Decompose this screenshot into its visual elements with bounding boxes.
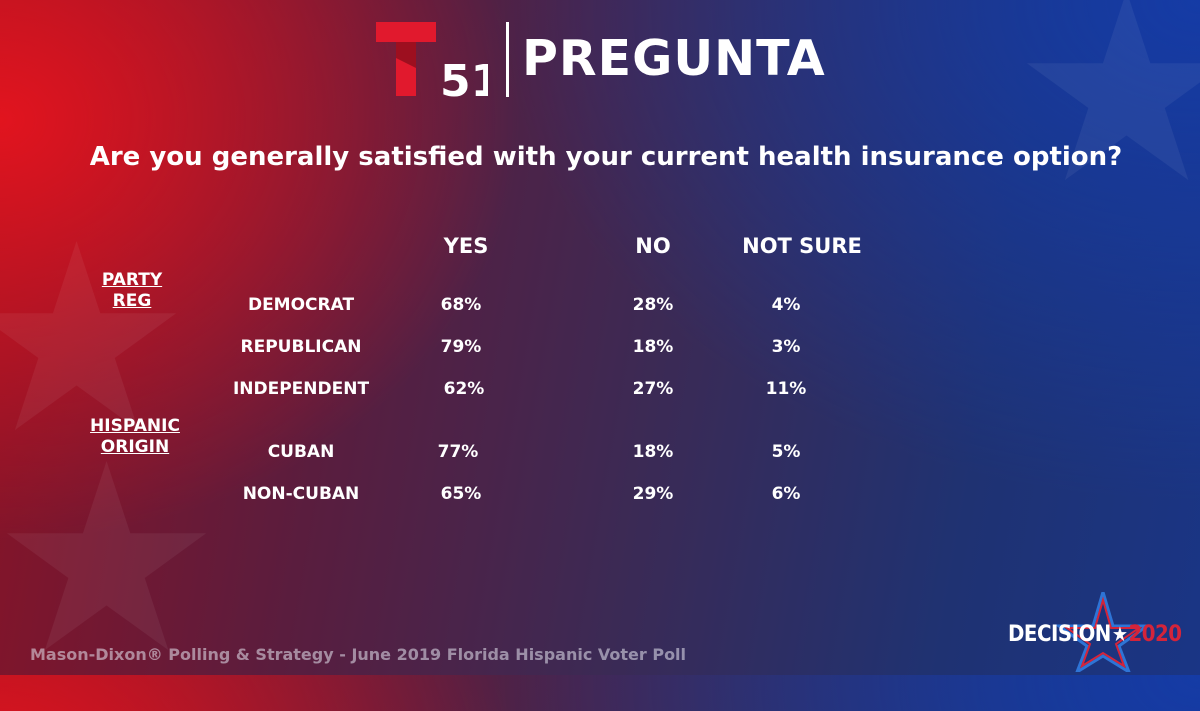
decision-2020-star-outline-icon — [1054, 592, 1152, 672]
column-header-yes: YES — [443, 234, 489, 258]
decision-2020-badge: DECISION★2020 — [1008, 622, 1182, 647]
cell-cuban-yes: 77% — [437, 442, 479, 462]
cell-republican-yes: 79% — [440, 337, 482, 357]
logo-number: 51 — [440, 56, 488, 100]
cell-independent-yes: 62% — [443, 379, 485, 399]
background-star-icon: ★ — [0, 409, 224, 711]
group-label-party-reg: PARTY REG — [102, 270, 162, 312]
background-star-icon: ★ — [0, 189, 194, 491]
row-label-democrat: DEMOCRAT — [247, 295, 355, 315]
group-label-line: ORIGIN — [100, 437, 170, 457]
header-title: PREGUNTA — [522, 30, 826, 87]
cell-independent-no: 27% — [632, 379, 674, 399]
row-label-non-cuban: NON-CUBAN — [242, 484, 360, 504]
cell-non-cuban-yes: 65% — [440, 484, 482, 504]
cell-non-cuban-not-sure: 6% — [771, 484, 801, 504]
group-label-line: HISPANIC — [90, 416, 180, 436]
cell-cuban-no: 18% — [632, 442, 674, 462]
badge-star-icon: ★ — [1111, 622, 1128, 646]
row-label-republican: REPUBLICAN — [240, 337, 362, 357]
group-label-line: PARTY — [101, 270, 163, 290]
cell-democrat-no: 28% — [632, 295, 674, 315]
group-label-line: REG — [112, 291, 152, 311]
question-title: Are you generally satisfied with your cu… — [89, 142, 1123, 172]
background-star-icon: ★ — [1010, 0, 1200, 241]
column-header-no: NO — [635, 234, 671, 258]
column-header-not-sure: NOT SURE — [742, 234, 862, 258]
badge-word: DECISION — [1008, 622, 1111, 647]
badge-year: 2020 — [1128, 622, 1182, 647]
telemundo-logo: 51 — [376, 22, 488, 100]
cell-cuban-not-sure: 5% — [771, 442, 801, 462]
row-label-independent: INDEPENDENT — [232, 379, 370, 399]
cell-non-cuban-no: 29% — [632, 484, 674, 504]
row-label-cuban: CUBAN — [267, 442, 335, 462]
logo-divider — [506, 22, 509, 97]
cell-democrat-yes: 68% — [440, 295, 482, 315]
source-credit: Mason-Dixon® Polling & Strategy - June 2… — [30, 645, 687, 664]
cell-republican-not-sure: 3% — [771, 337, 801, 357]
cell-democrat-not-sure: 4% — [771, 295, 801, 315]
cell-independent-not-sure: 11% — [765, 379, 807, 399]
group-label-hispanic-origin: HISPANIC ORIGIN — [90, 416, 180, 458]
cell-republican-no: 18% — [632, 337, 674, 357]
